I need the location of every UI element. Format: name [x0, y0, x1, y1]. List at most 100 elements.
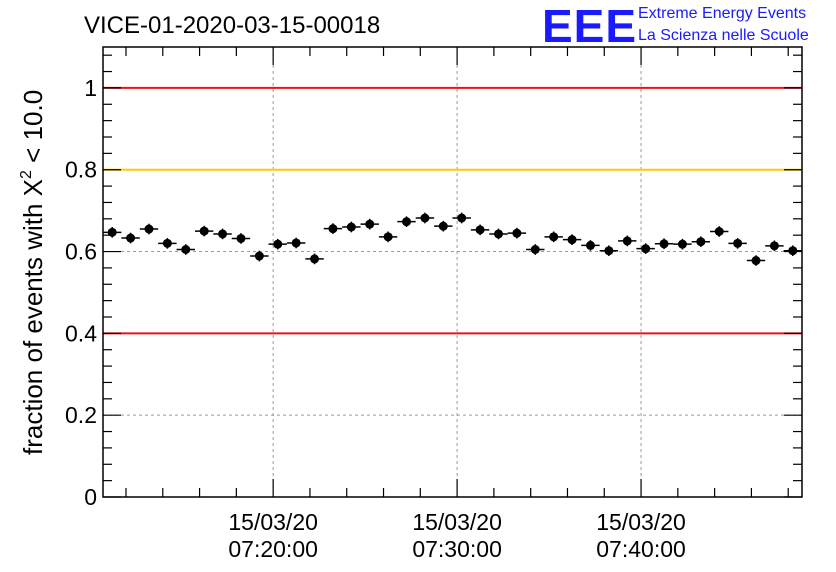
marker	[659, 239, 669, 249]
data-point-3	[158, 238, 177, 249]
data-point-7	[231, 233, 251, 244]
axes: 00.20.40.60.8115/03/2007:20:0015/03/2007…	[65, 47, 802, 562]
y-axis-label-prefix: fraction of events with	[18, 196, 48, 455]
marker	[696, 237, 706, 247]
y-tick-label-0: 0	[84, 484, 97, 510]
marker	[475, 225, 485, 235]
data-point-24	[544, 231, 563, 243]
marker	[162, 238, 172, 248]
data-point-23	[526, 244, 545, 255]
data-point-25	[562, 234, 582, 245]
logo-line1: Extreme Energy Events	[638, 5, 806, 22]
y-tick-label-5: 1	[84, 75, 97, 101]
x-tick-date-2: 15/03/20	[596, 509, 686, 535]
marker	[328, 224, 338, 234]
data-point-31	[673, 238, 692, 250]
y-axis-label: fraction of events with X2 < 10.0	[18, 90, 48, 455]
marker	[420, 213, 430, 223]
data-point-34	[728, 238, 747, 249]
data-point-22	[507, 227, 527, 239]
x-tick-date-0: 15/03/20	[228, 509, 318, 535]
data-points	[103, 212, 802, 266]
marker	[677, 239, 687, 249]
marker	[254, 251, 264, 261]
data-point-10	[286, 237, 306, 249]
data-point-12	[323, 223, 343, 234]
data-point-1	[121, 232, 140, 244]
marker	[714, 227, 724, 236]
marker	[383, 232, 393, 242]
marker	[641, 244, 651, 254]
marker	[346, 222, 356, 232]
data-point-32	[691, 236, 711, 248]
marker	[733, 238, 743, 248]
marker	[402, 217, 412, 227]
marker	[622, 236, 632, 246]
marker	[751, 256, 761, 266]
data-point-20	[470, 224, 490, 236]
data-point-36	[765, 240, 784, 252]
marker	[126, 233, 136, 243]
data-point-18	[434, 220, 453, 232]
marker	[604, 246, 614, 256]
data-point-14	[360, 218, 379, 230]
data-point-37	[783, 245, 802, 257]
logo-letters: EEE	[542, 0, 637, 52]
marker	[549, 232, 559, 242]
marker	[457, 213, 467, 223]
marker	[530, 245, 540, 254]
marker	[273, 239, 283, 249]
data-point-13	[342, 221, 361, 233]
chart-title: VICE-01-2020-03-15-00018	[84, 12, 380, 39]
marker	[144, 224, 154, 234]
marker	[310, 254, 320, 264]
x-tick-label-2: 07:40:00	[596, 536, 686, 562]
data-point-26	[581, 240, 600, 251]
y-axis-label-suffix: < 10.0	[18, 90, 48, 170]
data-point-16	[397, 216, 416, 227]
data-point-15	[378, 231, 398, 243]
grid	[103, 47, 802, 497]
data-point-11	[305, 253, 324, 265]
y-tick-label-4: 0.8	[65, 157, 97, 183]
marker	[438, 221, 448, 231]
x-tick-date-1: 15/03/20	[412, 509, 502, 535]
data-point-21	[489, 228, 508, 240]
plot-frame	[102, 46, 803, 498]
y-tick-label-3: 0.6	[65, 239, 97, 265]
marker	[199, 226, 209, 236]
marker	[365, 219, 375, 229]
data-point-4	[176, 244, 195, 255]
marker	[788, 246, 798, 256]
data-point-33	[710, 226, 729, 237]
data-point-8	[250, 250, 269, 262]
marker	[291, 238, 301, 248]
data-point-19	[452, 212, 471, 224]
reference-lines	[103, 86, 802, 335]
marker	[218, 229, 228, 239]
y-axis-label-superscript: 2	[18, 170, 35, 179]
x-tick-label-1: 07:30:00	[412, 536, 502, 562]
logo-line2: La Scienza nelle Scuole	[638, 27, 809, 44]
marker	[567, 235, 577, 245]
y-tick-label-1: 0.2	[65, 402, 97, 428]
data-point-35	[746, 255, 766, 266]
marker	[493, 229, 503, 239]
x-tick-label-0: 07:20:00	[228, 536, 318, 562]
data-point-30	[654, 238, 674, 250]
marker	[512, 228, 522, 238]
y-axis-label-symbol: X	[18, 179, 48, 196]
data-point-6	[213, 228, 232, 240]
data-point-0	[103, 227, 122, 238]
y-tick-label-2: 0.4	[65, 320, 97, 346]
data-point-17	[415, 212, 435, 224]
data-point-9	[268, 238, 287, 250]
data-point-5	[194, 225, 214, 237]
marker	[769, 241, 779, 251]
marker	[181, 245, 191, 254]
data-point-2	[139, 223, 159, 235]
marker	[107, 227, 117, 237]
marker	[236, 233, 246, 243]
data-point-28	[618, 235, 637, 247]
